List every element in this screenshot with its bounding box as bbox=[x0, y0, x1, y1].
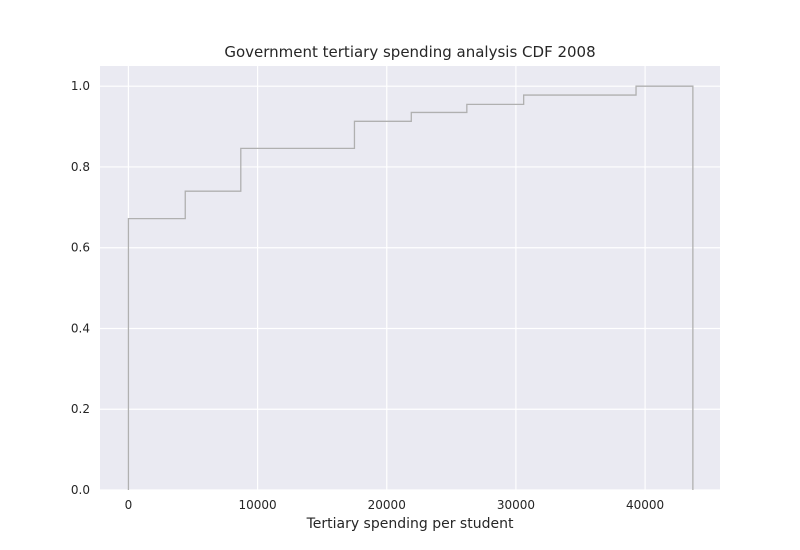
x-tick-label: 0 bbox=[125, 498, 133, 512]
chart-title: Government tertiary spending analysis CD… bbox=[224, 43, 595, 61]
x-axis-ticks: 0 10000 20000 30000 40000 bbox=[125, 498, 665, 512]
grid-lines bbox=[100, 66, 720, 491]
y-tick-label: 0.2 bbox=[71, 402, 90, 416]
y-tick-label: 0.6 bbox=[71, 241, 90, 255]
x-tick-label: 30000 bbox=[497, 498, 535, 512]
plot-area bbox=[100, 66, 720, 490]
y-tick-label: 0.0 bbox=[71, 483, 90, 497]
y-axis-ticks: 0.0 0.2 0.4 0.6 0.8 1.0 bbox=[71, 79, 90, 497]
y-tick-label: 1.0 bbox=[71, 79, 90, 93]
x-tick-label: 20000 bbox=[368, 498, 406, 512]
cdf-step-line bbox=[127, 85, 694, 490]
series-layer bbox=[127, 85, 694, 490]
x-tick-label: 10000 bbox=[238, 498, 276, 512]
y-tick-label: 0.4 bbox=[71, 321, 90, 335]
x-tick-label: 40000 bbox=[626, 498, 664, 512]
y-tick-label: 0.8 bbox=[71, 160, 90, 174]
x-axis-label: Tertiary spending per student bbox=[306, 516, 514, 532]
